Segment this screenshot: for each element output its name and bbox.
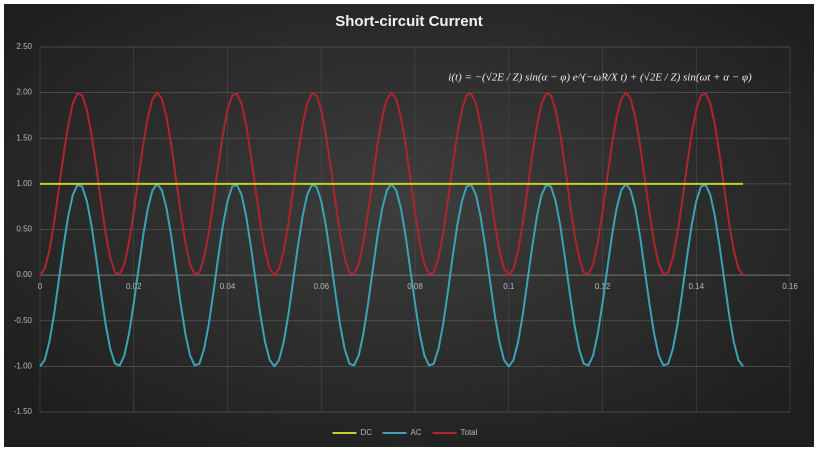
x-tick-label: 0.04 [220, 282, 236, 291]
x-tick-label: 0.08 [407, 282, 423, 291]
y-tick-label: 2.50 [16, 42, 32, 51]
y-tick-label: 0.50 [16, 225, 32, 234]
x-tick-label: 0 [38, 282, 43, 291]
x-tick-label: 0.16 [782, 282, 798, 291]
x-tick-label: 0.02 [126, 282, 142, 291]
chart-title: Short-circuit Current [335, 13, 483, 30]
y-tick-label: 0.00 [16, 270, 32, 279]
x-tick-label: 0.06 [313, 282, 329, 291]
formula-annotation: i(t) = −(√2E / Z) sin(α − φ) e^(−ωR/X t)… [448, 72, 752, 84]
x-tick-label: 0.14 [688, 282, 704, 291]
y-tick-label: -1.50 [14, 407, 33, 416]
y-tick-label: 1.00 [16, 179, 32, 188]
legend-label: DC [361, 428, 373, 437]
y-tick-label: -0.50 [14, 316, 33, 325]
y-tick-label: 1.50 [16, 133, 32, 142]
x-tick-label: 0.12 [595, 282, 611, 291]
legend-label: AC [411, 428, 422, 437]
y-tick-label: 2.00 [16, 88, 32, 97]
legend-label: Total [461, 428, 478, 437]
x-tick-label: 0.1 [503, 282, 515, 291]
y-tick-label: -1.00 [14, 361, 33, 370]
series-line [39, 91, 744, 277]
